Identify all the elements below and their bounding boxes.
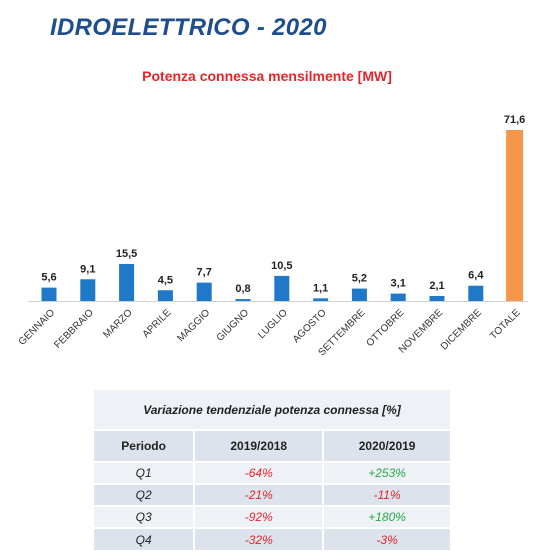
tick-label: TOTALE [488, 307, 523, 342]
variation-table: Variazione tendenziale potenza connessa … [94, 390, 450, 550]
header-2019-2018: 2019/2018 [193, 429, 324, 462]
data-label: 7,7 [197, 267, 212, 279]
data-label: 5,6 [41, 272, 56, 284]
data-label: 6,4 [468, 270, 484, 282]
bar-settembre [351, 288, 367, 301]
data-label: 4,5 [158, 274, 173, 286]
bar-aprile [157, 290, 173, 301]
bar-febbraio [80, 279, 96, 301]
bar-agosto [313, 298, 329, 301]
data-label: 10,5 [271, 260, 292, 272]
tick-label: FEBBRAIO [52, 307, 96, 351]
data-label: 1,1 [313, 282, 328, 294]
page-title: IDROELETTRICO - 2020 [50, 14, 327, 41]
tick-label: AGOSTO [291, 307, 329, 345]
period-cell: Q1 [94, 461, 195, 484]
value-cell-2019-2018: -21% [193, 483, 324, 506]
bar-totale [506, 130, 524, 301]
period-cell: Q2 [94, 483, 195, 506]
data-label: 0,8 [235, 283, 250, 295]
table-row: Q3 -92% +180% [94, 505, 450, 528]
header-period: Periodo [94, 429, 195, 462]
data-label: 9,1 [80, 263, 95, 275]
data-label: 2,1 [429, 280, 444, 292]
bar-maggio [196, 282, 212, 301]
bar-novembre [429, 295, 445, 301]
value-cell-2019-2018: -92% [193, 505, 324, 528]
data-label: 71,6 [504, 114, 525, 126]
period-cell: Q4 [94, 527, 195, 550]
value-cell-2019-2018: -64% [193, 461, 324, 484]
bar-chart: 5,6 GENNAIO 9,1 FEBBRAIO 15,5 MARZO 4,5 APRILE 7… [17, 114, 528, 358]
tick-label: MARZO [101, 307, 134, 340]
bar-luglio [274, 275, 290, 301]
table-row: Q4 -32% -3% [94, 527, 450, 550]
table-caption-row: Variazione tendenziale potenza connessa … [94, 390, 450, 430]
value-cell-2020-2019: -3% [322, 527, 450, 550]
header-2020-2019: 2020/2019 [322, 429, 450, 462]
value-cell-2020-2019: +253% [322, 461, 450, 484]
period-cell: Q3 [94, 505, 195, 528]
data-label: 5,2 [352, 273, 367, 285]
tick-label: GIUGNO [215, 307, 252, 344]
table-row: Q1 -64% +253% [94, 461, 450, 484]
table-row: Q2 -21% -11% [94, 483, 450, 506]
bar-giugno [235, 299, 251, 301]
value-cell-2020-2019: -11% [322, 483, 450, 506]
bar-ottobre [390, 293, 406, 301]
bar-dicembre [468, 285, 484, 301]
tick-label: APRILE [141, 307, 174, 340]
chart-title: Potenza connessa mensilmente [MW] [142, 68, 392, 84]
tick-label: MAGGIO [175, 307, 212, 344]
table-header-row: Periodo 2019/2018 2020/2019 [94, 429, 450, 462]
bar-marzo [119, 263, 135, 301]
data-label: 3,1 [391, 278, 406, 290]
table-caption: Variazione tendenziale potenza connessa … [94, 390, 450, 430]
bar-gennaio [41, 287, 57, 301]
tick-label: GENNAIO [17, 307, 58, 348]
tick-label: LUGLIO [256, 307, 290, 341]
value-cell-2020-2019: +180% [322, 505, 450, 528]
tick-label: OTTOBRE [364, 307, 406, 349]
tick-label: DICEMBRE [439, 307, 484, 352]
data-label: 15,5 [116, 248, 137, 260]
value-cell-2019-2018: -32% [193, 527, 324, 550]
